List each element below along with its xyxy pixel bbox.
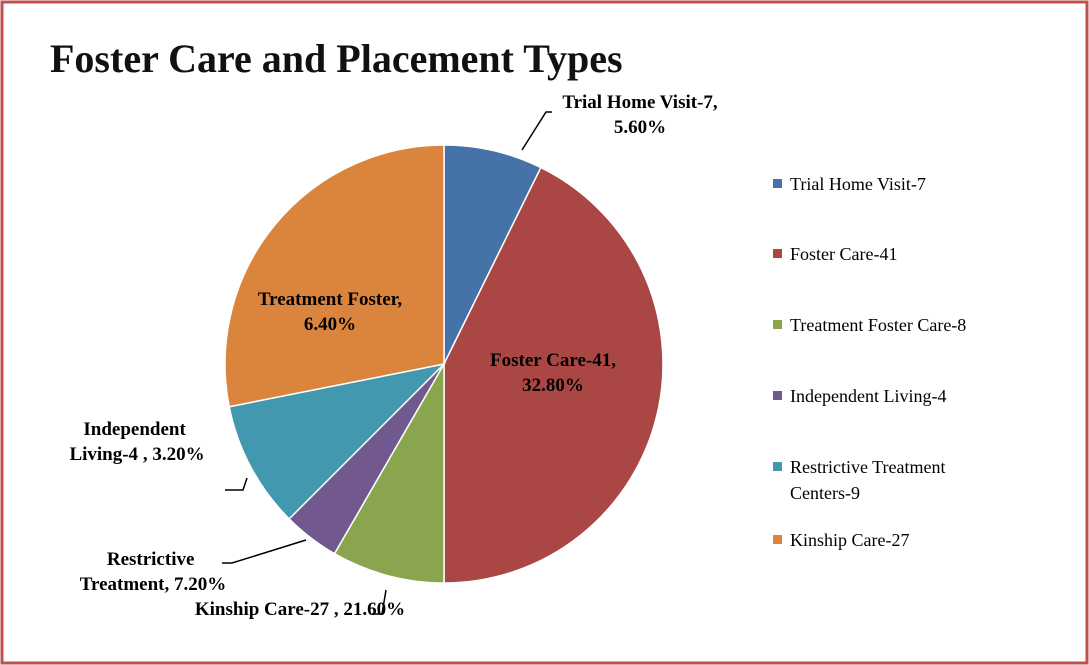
label-value: 3.20% <box>152 444 204 465</box>
data-label: Foster Care-41, 32.80% <box>490 350 616 396</box>
label-line: Treatment Foster <box>258 289 400 310</box>
leader-line <box>222 539 307 564</box>
label-category: Independent Living-4 <box>69 419 190 465</box>
label-separator: , <box>397 289 402 310</box>
legend-label: Independent Living-4 <box>790 386 946 406</box>
label-line: Centers-9 <box>790 483 860 503</box>
label-separator: , <box>334 599 344 620</box>
chart-title: Foster Care and Placement Types <box>50 36 623 81</box>
legend-label: Kinship Care-27 <box>790 530 909 550</box>
label-category: Foster Care-41 <box>490 350 611 371</box>
label-value: 5.60% <box>614 117 666 138</box>
pie-slice <box>443 144 542 365</box>
label-line: Independent <box>83 419 190 440</box>
data-label: Independent Living-4 , 3.20% <box>69 419 204 465</box>
leader-line <box>521 111 552 151</box>
label-line: Trial Home Visit-7 <box>562 92 713 113</box>
pie-slice <box>224 144 445 408</box>
legend-label: Treatment Foster Care-8 <box>790 315 966 335</box>
leader-line <box>372 589 387 615</box>
label-value: 32.80% <box>522 375 584 396</box>
data-label: Treatment Foster, 6.40% <box>258 289 402 335</box>
label-value: 6.40% <box>304 314 356 335</box>
leader-line <box>225 477 248 491</box>
label-separator: , <box>165 574 175 595</box>
legend-label: Trial Home Visit-7 <box>790 174 926 194</box>
label-value: 21.60% <box>343 599 405 620</box>
label-line: Restrictive <box>107 549 199 570</box>
legend-label: Restrictive Treatment Centers-9 <box>790 457 950 503</box>
legend-marker <box>773 462 782 471</box>
label-line: Treatment <box>80 574 165 595</box>
label-line: Kinship Care-27 <box>195 599 334 620</box>
label-category: Treatment Foster <box>258 289 400 310</box>
label-category: Kinship Care-27 <box>195 599 334 620</box>
label-separator: , <box>713 92 718 113</box>
label-line: Restrictive Treatment <box>790 457 950 477</box>
legend-marker <box>773 249 782 258</box>
label-value: 7.20% <box>174 574 226 595</box>
legend-marker <box>773 391 782 400</box>
data-label: Kinship Care-27 , 21.60% <box>195 599 405 620</box>
pie-slice <box>333 361 445 584</box>
pie-slice <box>228 362 447 520</box>
label-category: Trial Home Visit-7 <box>562 92 713 113</box>
data-label: Trial Home Visit-7, 5.60% <box>562 92 718 138</box>
label-separator: , <box>143 444 153 465</box>
data-label: Restrictive Treatment, 7.20% <box>80 549 227 595</box>
label-category: Restrictive Treatment <box>80 549 199 595</box>
legend-label: Foster Care-41 <box>790 244 897 264</box>
pie-slice <box>443 166 664 584</box>
legend-marker <box>773 535 782 544</box>
legend-marker <box>773 320 782 329</box>
label-separator: , <box>611 350 616 371</box>
label-line: Foster Care-41 <box>490 350 611 371</box>
legend-marker <box>773 179 782 188</box>
label-line: Living-4 <box>69 444 142 465</box>
